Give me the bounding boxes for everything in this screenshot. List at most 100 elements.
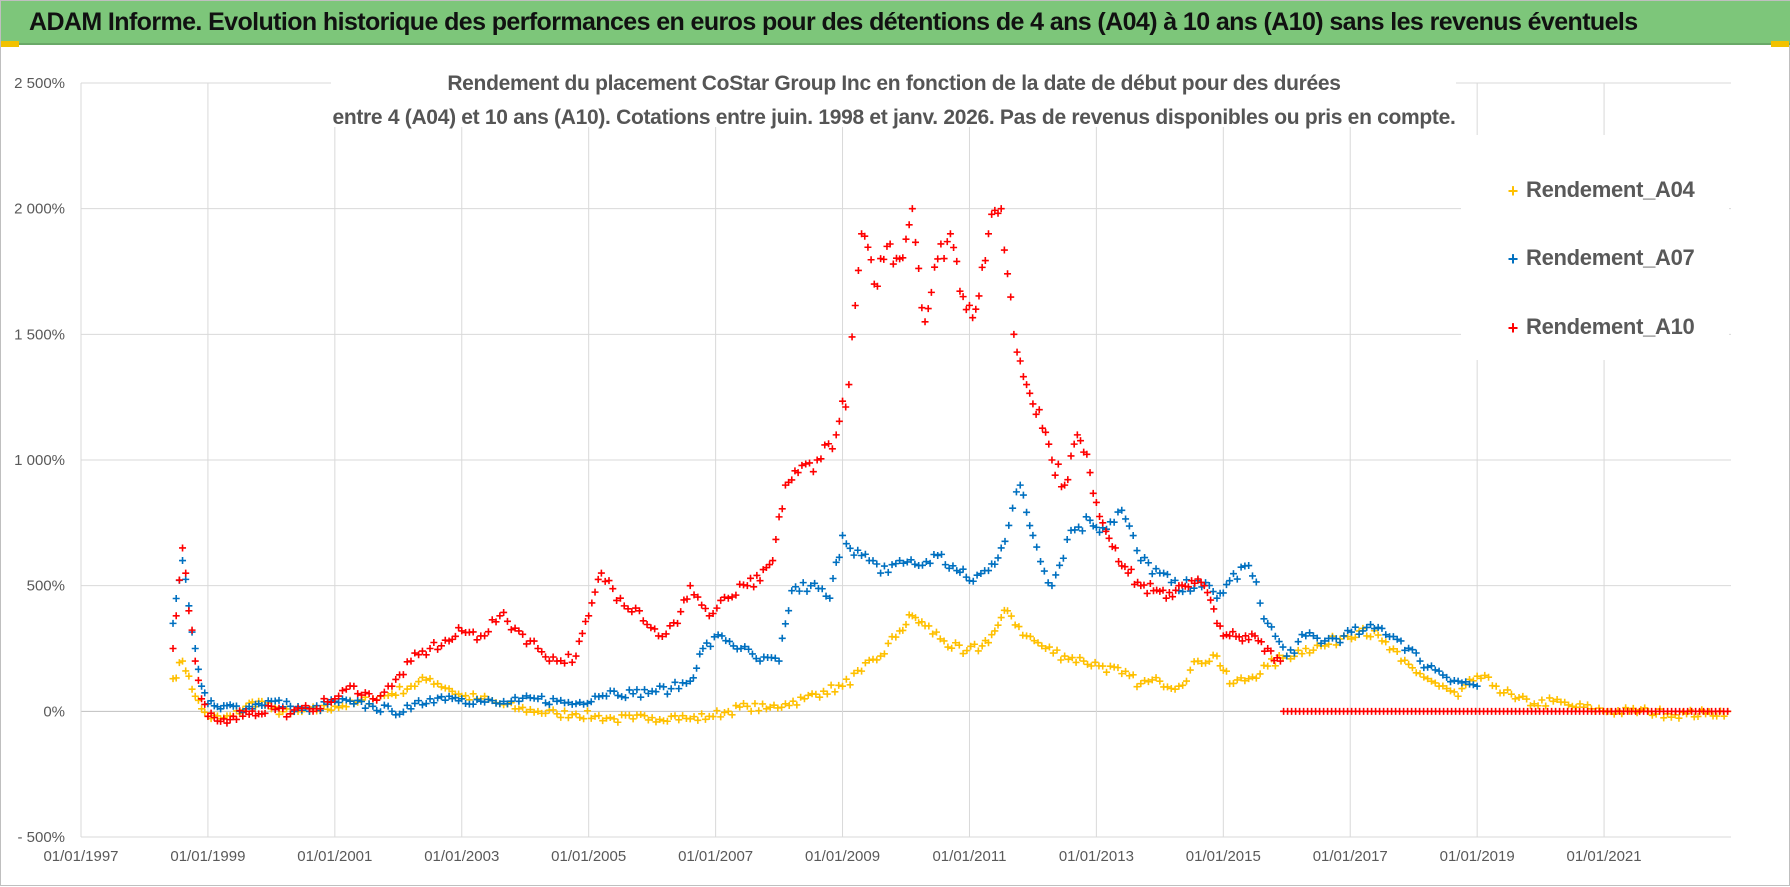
- data-point: [969, 314, 977, 322]
- data-point: [1667, 713, 1675, 721]
- data-point: [411, 699, 419, 707]
- data-point: [1152, 674, 1160, 682]
- data-point: [1237, 563, 1245, 571]
- data-point: [846, 544, 854, 552]
- data-point: [1435, 667, 1443, 675]
- data-point: [896, 255, 904, 263]
- data-point: [641, 686, 649, 694]
- data-point: [223, 702, 231, 710]
- data-point: [1125, 672, 1133, 680]
- data-point: [1042, 645, 1050, 652]
- data-point: [1222, 631, 1230, 639]
- data-point: [1203, 589, 1211, 597]
- data-point: [534, 695, 542, 703]
- data-point: [1492, 682, 1500, 690]
- data-point: [1110, 518, 1118, 526]
- data-point: [1416, 670, 1424, 678]
- data-point: [1405, 644, 1413, 652]
- data-point: [380, 688, 388, 696]
- data-point: [963, 647, 971, 655]
- data-point: [1213, 594, 1221, 602]
- data-point: [835, 681, 843, 689]
- data-point: [880, 650, 888, 658]
- data-point: [724, 707, 732, 715]
- data-point: [703, 639, 711, 647]
- data-point: [1389, 645, 1397, 653]
- data-point: [561, 659, 569, 667]
- data-point: [1271, 662, 1279, 670]
- data-point: [1694, 712, 1702, 720]
- data-point: [1401, 646, 1409, 654]
- data-point: [1163, 683, 1171, 691]
- data-point: [1159, 586, 1167, 594]
- data-point: [682, 679, 690, 687]
- data-point: [756, 657, 764, 665]
- data-point: [1367, 633, 1375, 641]
- data-point: [985, 567, 992, 575]
- data-point: [377, 708, 385, 716]
- data-point: [663, 690, 671, 698]
- data-point: [1473, 682, 1481, 690]
- data-point: [415, 697, 423, 705]
- data-point: [1063, 536, 1071, 544]
- data-point: [1355, 630, 1363, 638]
- data-point: [965, 301, 973, 309]
- x-tick-label: 01/01/2001: [297, 848, 372, 865]
- data-point: [873, 560, 881, 568]
- data-point: [1561, 698, 1569, 706]
- data-point: [1146, 580, 1154, 588]
- data-point: [718, 632, 726, 640]
- data-point: [1057, 656, 1065, 664]
- data-point: [403, 701, 411, 709]
- data-point: [1023, 508, 1031, 516]
- data-point: [1153, 586, 1161, 594]
- data-point: [959, 293, 967, 301]
- data-point: [582, 617, 590, 625]
- data-point: [931, 263, 939, 271]
- data-point: [553, 697, 561, 705]
- data-point: [523, 640, 530, 648]
- corner-accent-left: [1, 41, 19, 47]
- data-point: [747, 574, 755, 582]
- data-point: [679, 712, 687, 720]
- data-point: [1313, 634, 1321, 642]
- data-point: [1186, 666, 1194, 674]
- data-point: [597, 569, 605, 577]
- data-point: [207, 709, 215, 717]
- data-point: [599, 717, 607, 725]
- data-point: [403, 685, 411, 693]
- data-point: [926, 559, 934, 567]
- data-point: [1084, 660, 1091, 668]
- data-point: [1370, 625, 1378, 633]
- data-point: [1105, 534, 1113, 542]
- data-point: [1156, 587, 1164, 595]
- data-point: [1171, 576, 1179, 584]
- data-point: [515, 627, 523, 635]
- data-point: [1344, 627, 1352, 635]
- data-point: [484, 695, 492, 703]
- data-point: [595, 693, 603, 701]
- data-point: [1124, 569, 1132, 577]
- data-point: [342, 703, 350, 711]
- data-point: [973, 571, 981, 579]
- data-point: [602, 692, 610, 700]
- data-point: [354, 696, 362, 704]
- data-point: [803, 587, 811, 595]
- data-point: [962, 306, 970, 314]
- data-point: [568, 658, 576, 666]
- data-point: [713, 604, 721, 612]
- data-point: [1321, 637, 1329, 645]
- data-point: [1546, 694, 1553, 702]
- data-point: [686, 582, 694, 590]
- data-point: [175, 576, 183, 584]
- data-point: [594, 575, 602, 583]
- data-point: [905, 611, 913, 619]
- data-point: [545, 700, 553, 708]
- data-point: [232, 715, 240, 723]
- data-point: [1340, 632, 1348, 640]
- data-point: [985, 639, 992, 647]
- data-point: [248, 707, 256, 715]
- header-title: ADAM Informe. Evolution historique des p…: [29, 8, 1638, 36]
- data-point: [820, 687, 827, 695]
- x-tick-label: 01/01/1997: [43, 848, 118, 865]
